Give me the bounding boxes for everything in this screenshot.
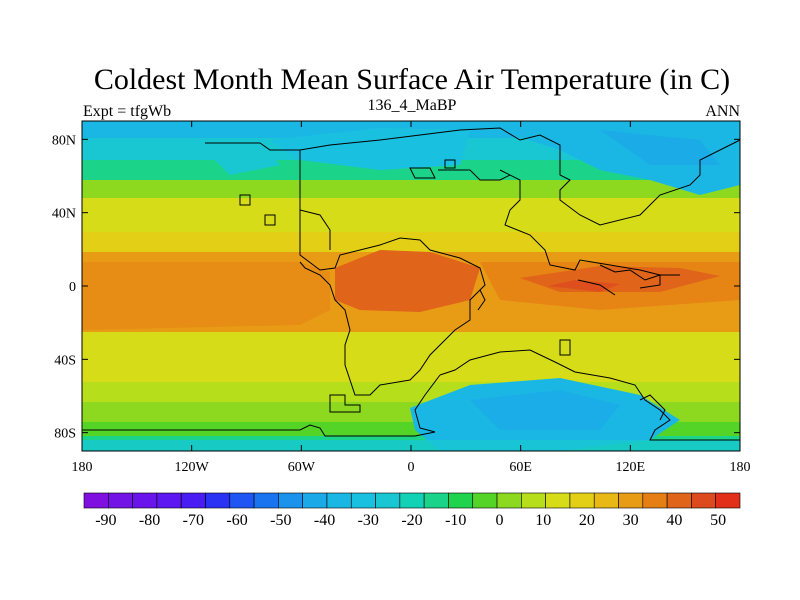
colorbar-swatch	[691, 492, 717, 509]
colorbar-swatch	[253, 492, 279, 509]
colorbar-label: -80	[139, 512, 160, 529]
colorbar-swatch	[205, 492, 231, 509]
colorbar-swatch	[350, 492, 376, 509]
colorbar-label: -10	[445, 512, 466, 529]
colorbar-swatch	[666, 492, 692, 509]
x-tick-label: 120W	[175, 460, 210, 475]
temperature-map	[82, 121, 740, 451]
x-tick-label: 180	[72, 460, 93, 475]
colorbar-label: 40	[666, 512, 682, 529]
colorbar-label: 50	[710, 512, 726, 529]
colorbar-label: -50	[270, 512, 291, 529]
coastlines	[82, 127, 741, 441]
colorbar-label: 30	[623, 512, 639, 529]
colorbar-label: -60	[226, 512, 247, 529]
y-tick-label: 40S	[54, 353, 76, 368]
x-tick-label: 180	[730, 460, 751, 475]
colorbar-swatch	[642, 492, 668, 509]
colorbar-swatch	[618, 492, 644, 509]
x-tick-label: 120E	[616, 460, 646, 475]
subtitle-center: 136_4_MaBP	[368, 97, 457, 114]
chart-title: Coldest Month Mean Surface Air Temperatu…	[94, 63, 730, 96]
y-tick-label: 40N	[52, 207, 76, 222]
colorbar-swatch	[521, 492, 546, 509]
y-tick-label: 80N	[52, 133, 76, 148]
subtitle-right: ANN	[705, 103, 740, 120]
colorbar-label: -90	[95, 512, 116, 529]
colorbar-label: 10	[535, 512, 551, 529]
colorbar-swatch	[302, 492, 328, 509]
colorbar-swatch	[107, 492, 133, 509]
colorbar-label: -40	[314, 512, 335, 529]
colorbar-swatch	[180, 492, 206, 509]
colorbar-label: -30	[358, 512, 379, 529]
colorbar-swatch	[156, 492, 182, 509]
colorbar: -90 -80 -70 -60 -50 -40 -30 -20 -10 0 10 20 30 40 50	[83, 492, 741, 529]
colorbar-swatch	[545, 492, 571, 509]
colorbar-swatch	[132, 492, 158, 509]
y-tick-label: 80S	[54, 427, 76, 442]
subtitle-left: Expt = tfgWb	[83, 103, 171, 120]
colorbar-swatch	[399, 492, 425, 509]
colorbar-swatch	[472, 492, 498, 509]
y-tick-label: 0	[69, 280, 76, 295]
colorbar-label: 0	[495, 512, 503, 529]
colorbar-label: 20	[579, 512, 595, 529]
colorbar-swatch	[593, 492, 619, 509]
colorbar-label: -70	[183, 512, 204, 529]
axes: 180 120W 60W 0 60E 120E 180 80N 40N 0 40S 80S	[52, 121, 751, 475]
colorbar-label: -20	[401, 512, 422, 529]
colorbar-swatch	[375, 492, 401, 509]
x-tick-label: 60W	[288, 460, 316, 475]
colorbar-swatch	[423, 492, 449, 509]
colorbar-swatch	[229, 492, 255, 509]
x-tick-label: 60E	[509, 460, 532, 475]
colorbar-swatch	[448, 492, 474, 509]
colorbar-swatch	[496, 492, 522, 509]
colorbar-swatch	[278, 492, 303, 509]
colorbar-swatch	[83, 492, 109, 509]
colorbar-swatch	[326, 492, 352, 509]
colorbar-swatch	[569, 492, 595, 509]
x-tick-label: 0	[408, 460, 415, 475]
colorbar-swatch	[715, 492, 741, 509]
